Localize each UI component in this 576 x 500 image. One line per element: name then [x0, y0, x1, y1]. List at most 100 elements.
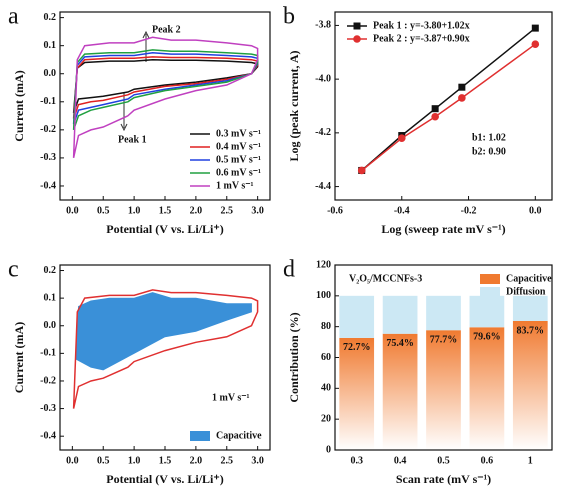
y-tick-label: 0.0 [44, 68, 57, 79]
x-tick-label: -0.6 [327, 205, 343, 216]
marker [531, 24, 539, 32]
plot-frame [334, 264, 553, 451]
annotation: b1: 1.02 [472, 132, 506, 143]
y-tick-label: 20 [321, 413, 331, 424]
x-tick-label: 0.0 [66, 455, 79, 466]
peak-arrows [120, 30, 150, 132]
value-label: 79.6% [473, 332, 501, 343]
x-tick-label: 0.4 [394, 455, 407, 466]
y-axis-title: Contribution (%) [287, 312, 301, 402]
value-label: 72.7% [343, 342, 371, 353]
x-tick-label: 0.0 [66, 205, 79, 216]
marker [458, 83, 466, 91]
bar-segment [426, 295, 461, 331]
y-tick-label: 0.1 [44, 40, 57, 51]
x-axis-title: Potential (V vs. Li/Li⁺) [106, 472, 223, 486]
bar-segment [426, 330, 461, 450]
y-tick-label: -0.2 [40, 124, 56, 135]
y-tick-label: 0.2 [44, 12, 57, 23]
x-tick-label: 1.5 [159, 205, 172, 216]
y-tick-label: -4.2 [315, 127, 331, 138]
x-tick-label: 0.6 [481, 455, 494, 466]
series-line [72, 36, 259, 159]
x-tick-label: 2.5 [221, 205, 234, 216]
x-tick-label: 0.0 [529, 205, 542, 216]
x-tick-label: 3.0 [251, 205, 264, 216]
legend-label: 0.6 mV s⁻¹ [216, 167, 261, 178]
y-tick-label: 120 [316, 259, 331, 270]
panel-letter: b [283, 4, 295, 30]
annotation: Peak 1 [118, 134, 147, 145]
x-tick-label: 2.0 [190, 205, 203, 216]
marker [531, 40, 540, 49]
y-tick-label: -0.3 [40, 152, 56, 163]
y-tick-label: 0 [326, 444, 331, 455]
bar-segment [382, 333, 418, 450]
series-line [72, 51, 259, 125]
bar-segment [339, 295, 375, 338]
series-line [72, 289, 259, 409]
annotation: Peak 2 [152, 24, 181, 35]
legend-marker [353, 35, 361, 43]
marker [357, 166, 366, 175]
y-tick-label: 80 [321, 321, 331, 332]
y-tick-label: 0.0 [44, 320, 57, 331]
panel-letter: c [8, 257, 19, 283]
bar-segment [469, 295, 505, 328]
y-tick-label: -0.2 [40, 375, 56, 386]
x-tick-label: 0.3 [350, 455, 363, 466]
y-tick-label: -0.3 [40, 403, 56, 414]
legend-marker [353, 22, 361, 30]
x-tick-label: 1.0 [128, 205, 141, 216]
y-axis-title: Log (peak current, A) [287, 50, 301, 161]
legend-label: 0.3 mV s⁻¹ [216, 128, 261, 139]
legend-swatch [480, 287, 500, 297]
legend-label: Peak 2 : y=-3.87+0.90x [373, 33, 470, 44]
value-label: 83.7% [517, 325, 545, 336]
marker [397, 134, 406, 143]
x-tick-label: 1.5 [159, 455, 172, 466]
y-tick-label: -4.4 [315, 181, 331, 192]
y-tick-label: 40 [321, 383, 331, 394]
legend-label: Capacitive [216, 430, 262, 441]
y-tick-label: 0.2 [44, 265, 57, 276]
bar-segment [512, 295, 548, 321]
value-label: 77.7% [430, 335, 458, 346]
y-tick-label: -0.1 [40, 348, 56, 359]
marker [431, 112, 439, 121]
y-tick-label: 0.1 [44, 292, 57, 303]
y-tick-label: -0.1 [40, 96, 56, 107]
subtitle: V₂O₅/MCCNFs-3 [349, 273, 422, 284]
x-axis-title: Potential (V vs. Li/Li⁺) [106, 222, 223, 236]
x-tick-label: 0.5 [97, 205, 110, 216]
legend-swatch [190, 431, 210, 441]
y-axis-title: Current (mA) [12, 70, 26, 141]
plot-frame [59, 11, 271, 201]
plot-frame [334, 11, 553, 201]
legend-label: 0.4 mV s⁻¹ [216, 141, 261, 152]
area [74, 292, 252, 371]
marker [458, 94, 466, 102]
annotation: 1 mV s⁻¹ [212, 392, 250, 403]
bar-segment [339, 337, 375, 450]
x-tick-label: 1.0 [128, 455, 141, 466]
plot-frame [59, 264, 271, 451]
x-tick-label: 2.0 [190, 455, 203, 466]
annotation: b2: 0.90 [472, 146, 506, 157]
x-tick-label: 1 [528, 455, 533, 466]
legend-swatch [480, 274, 500, 284]
legend-label: Capacitive [506, 273, 552, 284]
y-tick-label: 100 [316, 290, 331, 301]
y-tick-label: -3.8 [315, 20, 331, 31]
y-axis-title: Current (mA) [12, 322, 26, 393]
series-line [361, 43, 536, 172]
x-tick-label: 3.0 [251, 455, 264, 466]
y-tick-label: -0.4 [40, 180, 56, 191]
y-tick-label: -0.4 [40, 430, 56, 441]
legend-label: 1 mV s⁻¹ [216, 180, 254, 191]
panel-letter: d [283, 257, 295, 283]
y-tick-label: -4.0 [315, 73, 331, 84]
y-tick-label: 60 [321, 352, 331, 363]
bar-segment [469, 327, 505, 450]
